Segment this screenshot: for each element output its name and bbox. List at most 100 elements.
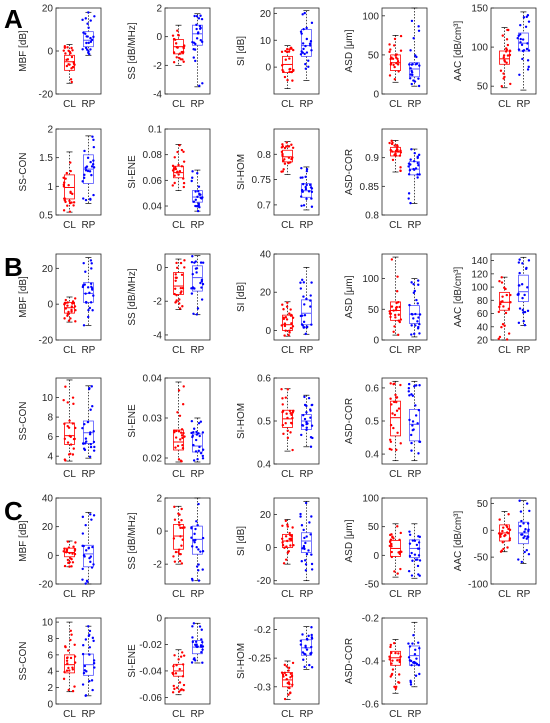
xtick-label-cl: CL bbox=[63, 709, 76, 720]
data-point bbox=[395, 305, 399, 309]
iqr-box bbox=[300, 532, 312, 553]
data-point bbox=[62, 677, 66, 681]
data-point bbox=[304, 67, 308, 70]
xtick-label-cl: CL bbox=[389, 709, 402, 720]
data-point bbox=[174, 446, 177, 449]
data-point bbox=[172, 61, 176, 64]
box-rp bbox=[407, 621, 421, 688]
data-point bbox=[501, 34, 504, 37]
ylabel: SS [dB/MHz] bbox=[127, 268, 138, 325]
data-point bbox=[177, 521, 181, 524]
ytick-label: 0.03 bbox=[143, 414, 163, 425]
data-point bbox=[507, 513, 510, 516]
data-point bbox=[310, 205, 314, 208]
xtick-label-cl: CL bbox=[281, 589, 294, 600]
data-point bbox=[200, 286, 203, 289]
data-point bbox=[527, 65, 530, 69]
data-point bbox=[409, 683, 413, 686]
data-point bbox=[175, 663, 178, 667]
data-point bbox=[176, 444, 180, 448]
data-point bbox=[71, 453, 75, 456]
box-rp bbox=[408, 278, 422, 338]
data-point bbox=[309, 445, 313, 448]
data-point bbox=[177, 550, 180, 554]
data-point bbox=[527, 20, 531, 23]
axes-frame bbox=[55, 253, 102, 341]
data-point bbox=[517, 261, 521, 264]
data-point bbox=[501, 529, 504, 533]
data-point bbox=[304, 185, 307, 189]
data-point bbox=[393, 78, 397, 81]
data-point bbox=[88, 306, 92, 310]
data-point bbox=[88, 170, 92, 173]
data-point bbox=[504, 533, 507, 537]
ytick-label: 50 bbox=[368, 522, 380, 533]
data-point bbox=[299, 176, 302, 179]
data-point bbox=[200, 17, 204, 21]
data-point bbox=[301, 42, 305, 45]
data-point bbox=[417, 541, 421, 544]
data-point bbox=[71, 65, 75, 69]
ylabel: AAC [dB/cm³] bbox=[453, 511, 464, 572]
data-point bbox=[389, 63, 393, 66]
data-point bbox=[177, 34, 180, 37]
data-point bbox=[86, 580, 89, 583]
subplot-c-5: 50 0 -50 -100 AAC [dB/cm³] CL RP bbox=[453, 497, 537, 600]
ytick-label: 140 bbox=[471, 256, 488, 267]
box-cl bbox=[388, 139, 403, 173]
data-point bbox=[390, 662, 393, 665]
data-point bbox=[179, 286, 183, 290]
axes-frame bbox=[164, 617, 211, 705]
xtick-label-cl: CL bbox=[63, 589, 76, 600]
data-point bbox=[518, 258, 521, 261]
data-point bbox=[81, 18, 84, 22]
subplot-b-5: 140 120 100 80 60 40 20 AAC [dB/cm³] CL RP bbox=[453, 253, 537, 356]
data-point bbox=[281, 423, 285, 427]
data-point bbox=[182, 181, 186, 185]
data-point bbox=[201, 431, 205, 434]
ytick-label: 100 bbox=[471, 43, 488, 54]
iqr-box bbox=[191, 433, 203, 453]
data-point bbox=[89, 555, 93, 558]
data-point bbox=[286, 301, 289, 304]
data-point bbox=[412, 317, 415, 320]
data-point bbox=[69, 161, 72, 164]
data-point bbox=[172, 555, 175, 558]
data-point bbox=[391, 150, 394, 153]
data-point bbox=[71, 689, 75, 693]
data-point bbox=[518, 499, 521, 502]
data-point bbox=[286, 436, 290, 440]
data-point bbox=[181, 286, 185, 290]
data-point bbox=[181, 446, 185, 450]
data-point bbox=[90, 38, 94, 42]
data-point bbox=[198, 84, 201, 87]
data-point bbox=[410, 441, 413, 445]
data-point bbox=[285, 305, 289, 308]
data-point bbox=[526, 68, 530, 71]
data-point bbox=[396, 659, 399, 662]
data-point bbox=[507, 307, 511, 310]
data-point bbox=[284, 316, 288, 319]
data-point bbox=[305, 37, 309, 41]
axes-frame bbox=[381, 497, 428, 585]
data-point bbox=[286, 416, 289, 420]
data-point bbox=[282, 562, 286, 565]
data-point bbox=[68, 199, 71, 203]
data-point bbox=[283, 697, 287, 701]
data-point bbox=[388, 141, 391, 145]
data-point bbox=[92, 145, 96, 149]
data-point bbox=[418, 173, 421, 176]
data-point bbox=[70, 55, 74, 59]
xtick-label-cl: CL bbox=[389, 345, 402, 356]
data-point bbox=[194, 640, 198, 644]
data-point bbox=[194, 538, 197, 542]
data-point bbox=[414, 404, 417, 407]
data-point bbox=[85, 440, 88, 443]
data-point bbox=[305, 535, 308, 538]
box-rp bbox=[407, 523, 422, 579]
xtick-label-rp: RP bbox=[299, 709, 313, 720]
axes-frame bbox=[164, 7, 211, 95]
ytick-label: 8 bbox=[47, 413, 53, 424]
data-point bbox=[199, 261, 203, 264]
data-point bbox=[287, 693, 290, 696]
